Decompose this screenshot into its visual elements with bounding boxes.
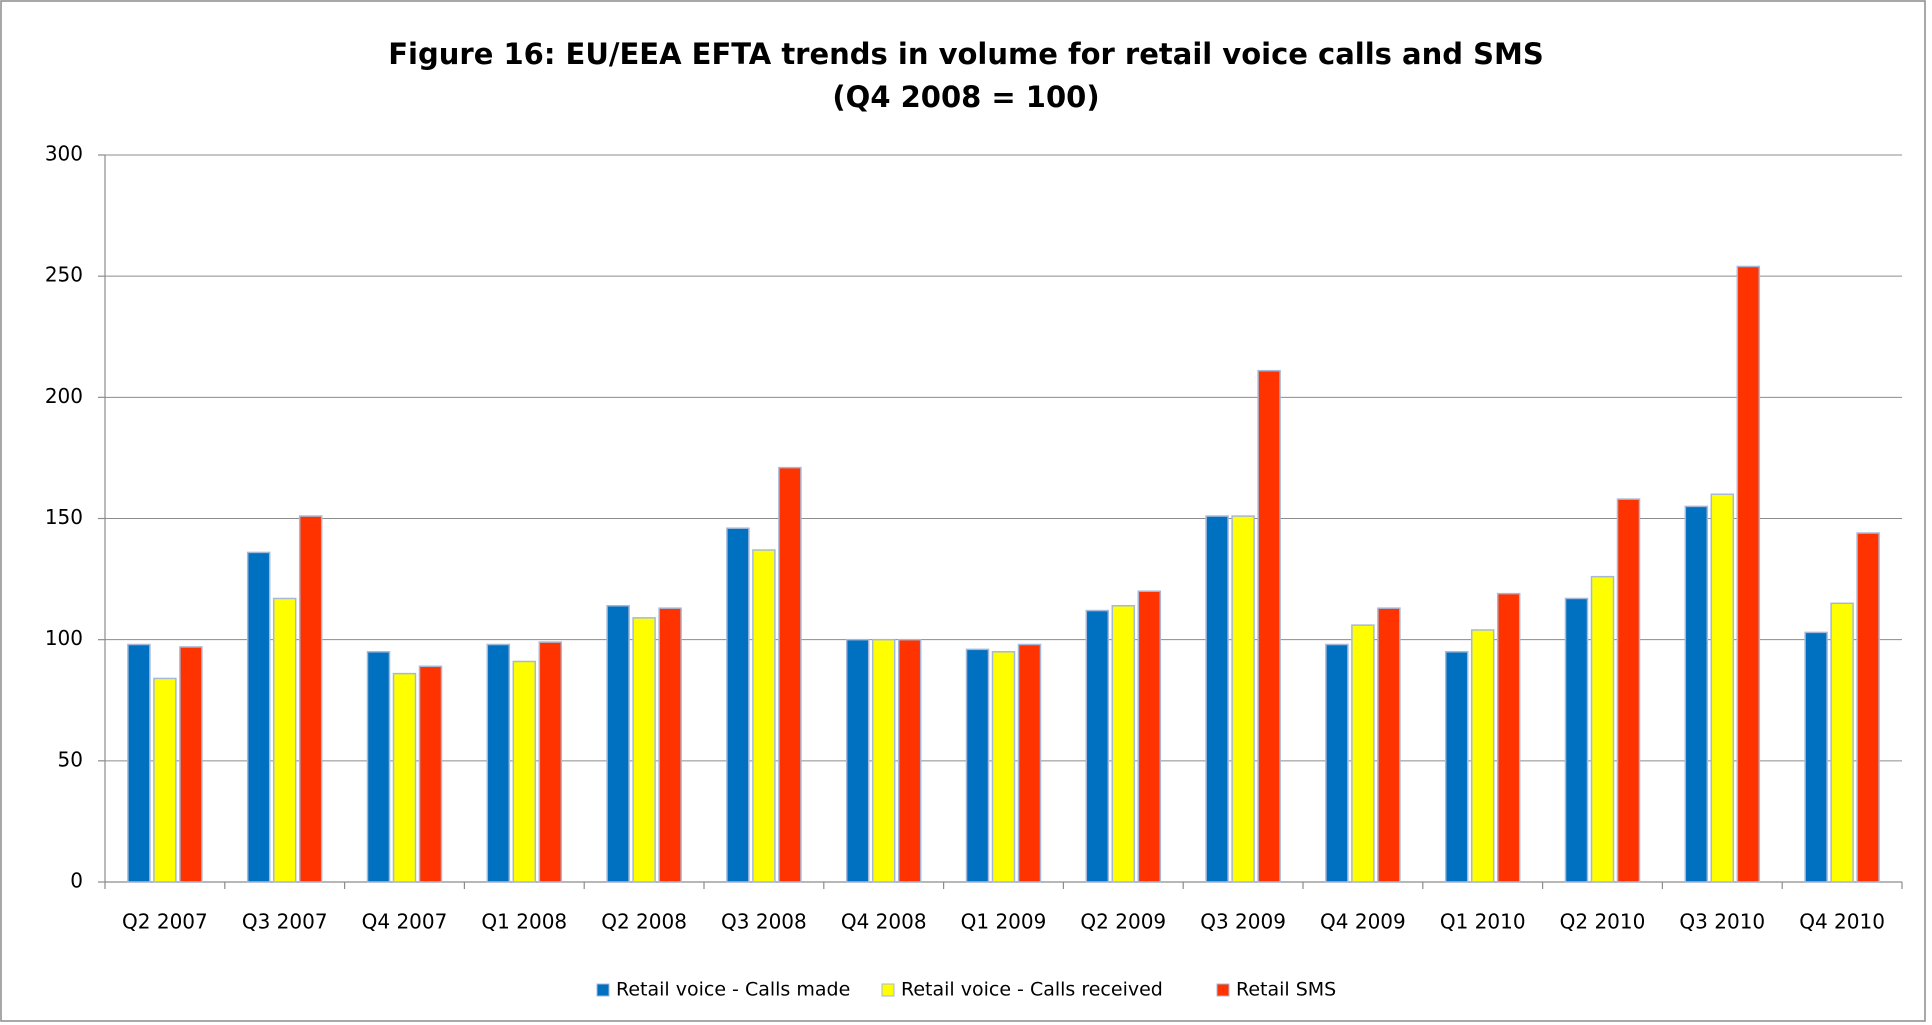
bar bbox=[392, 672, 417, 883]
bar bbox=[298, 515, 323, 883]
bar bbox=[1590, 575, 1615, 883]
bar bbox=[1351, 624, 1375, 883]
x-tick-label: Q2 2008 bbox=[601, 910, 687, 934]
bar bbox=[871, 638, 896, 883]
chart-title: Figure 16: EU/EEA EFTA trends in volume … bbox=[388, 37, 1543, 71]
bar bbox=[991, 651, 1016, 883]
bar bbox=[366, 651, 391, 883]
x-tick-label: Q4 2010 bbox=[1799, 910, 1885, 934]
y-tick-label: 200 bbox=[45, 384, 83, 408]
y-tick-label: 0 bbox=[70, 869, 83, 893]
x-tick-label: Q4 2007 bbox=[362, 910, 448, 934]
x-tick-label: Q3 2007 bbox=[242, 910, 328, 934]
bar bbox=[752, 549, 776, 883]
bar bbox=[1564, 597, 1589, 883]
x-tick-label: Q3 2008 bbox=[721, 910, 807, 934]
bar bbox=[1085, 609, 1110, 883]
bar bbox=[1684, 505, 1709, 883]
chart-subtitle: (Q4 2008 = 100) bbox=[832, 80, 1099, 114]
x-tick-label: Q2 2009 bbox=[1080, 910, 1166, 934]
bar bbox=[965, 648, 990, 883]
bar bbox=[1496, 592, 1521, 883]
x-tick-label: Q4 2008 bbox=[841, 910, 927, 934]
bar bbox=[1017, 643, 1042, 883]
bar bbox=[246, 551, 271, 883]
x-tick-label: Q4 2009 bbox=[1320, 910, 1406, 934]
legend-swatch bbox=[1216, 983, 1230, 997]
bar bbox=[179, 646, 203, 883]
y-tick-label: 300 bbox=[45, 142, 83, 166]
bar bbox=[845, 638, 870, 883]
legend-swatch bbox=[596, 983, 610, 997]
x-tick-label: Q2 2010 bbox=[1560, 910, 1646, 934]
bar bbox=[726, 527, 750, 883]
bar bbox=[486, 643, 511, 883]
y-tick-label: 100 bbox=[45, 626, 83, 650]
legend-label: Retail voice - Calls made bbox=[616, 979, 850, 1001]
bar bbox=[1325, 643, 1349, 883]
bar bbox=[1205, 515, 1229, 883]
bar bbox=[1856, 532, 1880, 883]
bar bbox=[272, 597, 297, 883]
x-tick-label: Q3 2009 bbox=[1200, 910, 1286, 934]
bar bbox=[1470, 629, 1495, 883]
x-tick-label: Q1 2008 bbox=[481, 910, 567, 934]
bar bbox=[632, 617, 656, 883]
y-tick-label: 50 bbox=[58, 747, 83, 771]
bar bbox=[778, 466, 802, 883]
bar bbox=[897, 638, 922, 883]
x-tick-label: Q3 2010 bbox=[1679, 910, 1765, 934]
bar bbox=[1444, 651, 1469, 883]
bar bbox=[512, 660, 537, 883]
x-tick-label: Q1 2009 bbox=[961, 910, 1047, 934]
bar bbox=[1804, 631, 1828, 883]
bar bbox=[1231, 515, 1255, 883]
bar bbox=[153, 677, 177, 883]
bar bbox=[606, 604, 630, 883]
legend-label: Retail SMS bbox=[1236, 979, 1336, 1001]
bar bbox=[1111, 604, 1136, 883]
bar bbox=[1377, 607, 1401, 883]
bar bbox=[1736, 265, 1761, 883]
x-tick-label: Q1 2010 bbox=[1440, 910, 1526, 934]
y-tick-label: 250 bbox=[45, 263, 83, 287]
bar bbox=[1616, 498, 1641, 883]
x-tick-label: Q2 2007 bbox=[122, 910, 208, 934]
bar bbox=[1830, 602, 1854, 883]
bar bbox=[538, 641, 563, 883]
bar bbox=[1257, 369, 1281, 883]
bar bbox=[127, 643, 151, 883]
legend-label: Retail voice - Calls received bbox=[901, 979, 1163, 1001]
bar bbox=[658, 607, 682, 883]
bar bbox=[418, 665, 443, 883]
bar bbox=[1137, 590, 1162, 883]
y-tick-label: 150 bbox=[45, 505, 83, 529]
bar bbox=[1710, 493, 1735, 883]
legend-swatch bbox=[881, 983, 895, 997]
